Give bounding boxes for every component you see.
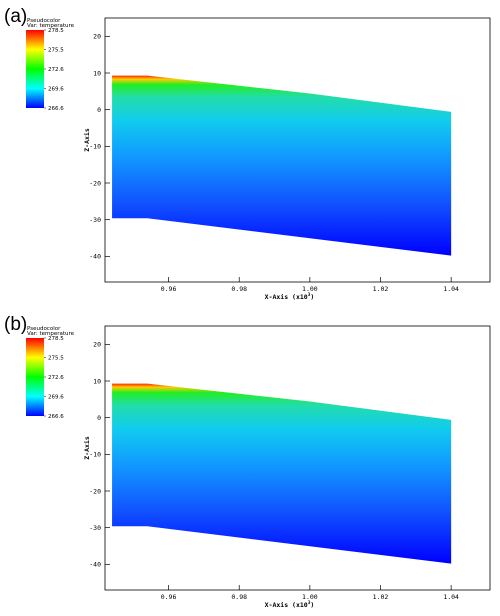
x-axis-title-main: X-Axis (x10	[265, 293, 308, 301]
legend-variable: Var: temperature	[27, 331, 75, 337]
legend-value-label: 269.6	[48, 87, 64, 93]
y-tick-label: -40	[89, 253, 101, 261]
x-tick-label: 1.02	[373, 593, 389, 601]
x-axis-title-close: )	[310, 601, 314, 609]
y-tick-label: -40	[89, 561, 101, 569]
y-tick-label: -20	[89, 487, 101, 495]
panel-label: (b)	[4, 314, 28, 335]
legend-value-label: 272.6	[48, 375, 64, 381]
legend-variable: Var: temperature	[27, 23, 75, 29]
legend-value-label: 278.5	[48, 336, 64, 342]
legend-title: Pseudocolor	[27, 326, 61, 332]
legend-value-label: 266.6	[48, 106, 64, 112]
x-axis-title-main: X-Axis (x10	[265, 601, 308, 609]
x-axis-title-exponent: 3	[308, 292, 311, 298]
y-tick-label: 10	[93, 69, 101, 77]
x-axis-title: X-Axis (x103)	[265, 292, 315, 301]
y-tick-label: 10	[93, 377, 101, 385]
legend-value-label: 266.6	[48, 414, 64, 420]
x-axis-title: X-Axis (x103)	[265, 600, 315, 609]
y-tick-label: 0	[97, 106, 101, 114]
chart-svg-a: 20 10 0 -10 -20 -30 -40 0.96 0.98 1.00 1.02 1.04 Z-A…	[26, 17, 491, 301]
y-tick-label: -30	[89, 524, 101, 532]
x-tick-label: 1.04	[443, 285, 459, 293]
legend-title: Pseudocolor	[27, 18, 61, 24]
temperature-field	[112, 75, 452, 256]
chart-svg-b: 20 10 0 -10 -20 -30 -40 0.96 0.98 1.00 1.02 1.04 Z-A…	[26, 325, 491, 609]
panel-label: (a)	[4, 6, 28, 27]
y-tick-label: 20	[93, 33, 101, 41]
legend-value-label: 272.6	[48, 67, 64, 73]
legend-value-label: 269.6	[48, 395, 64, 401]
plot-panel-a: (a) 20 10 0 -10 -20 -30 -40 0.96 0.98 1.00 1.02 1.0…	[0, 0, 500, 301]
legend-value-label: 275.5	[48, 48, 64, 54]
y-tick-label: -30	[89, 216, 101, 224]
x-tick-label: 1.04	[443, 593, 459, 601]
x-tick-label: 0.96	[161, 593, 177, 601]
x-tick-label: 1.00	[302, 285, 318, 293]
y-axis-title: Z-Axis	[83, 128, 91, 152]
x-tick-label: 0.98	[231, 593, 247, 601]
x-tick-label: 1.00	[302, 593, 318, 601]
x-tick-label: 0.96	[161, 285, 177, 293]
y-tick-label: -10	[89, 143, 101, 151]
x-axis-title-exponent: 3	[308, 600, 311, 606]
y-axis-title: Z-Axis	[83, 436, 91, 460]
legend-colorbar	[26, 338, 44, 416]
y-tick-label: -20	[89, 179, 101, 187]
x-tick-label: 0.98	[231, 285, 247, 293]
y-tick-label: -10	[89, 451, 101, 459]
y-tick-label: 0	[97, 414, 101, 422]
y-tick-label: 20	[93, 341, 101, 349]
plot-panel-b: (b) 20 10 0 -10 -20 -30 -40 0.96 0.98 1.00 1.02 1.0…	[0, 308, 500, 609]
temperature-field	[112, 383, 452, 564]
legend-value-label: 275.5	[48, 356, 64, 362]
legend-value-label: 278.5	[48, 28, 64, 34]
x-tick-label: 1.02	[373, 285, 389, 293]
x-axis-title-close: )	[310, 293, 314, 301]
legend-colorbar	[26, 30, 44, 108]
